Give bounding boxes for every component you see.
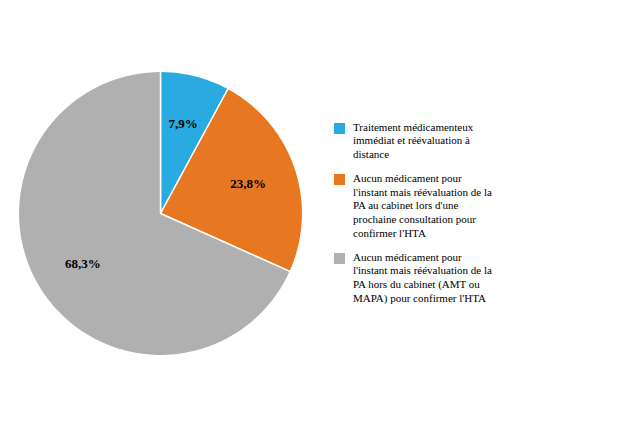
svg-text:23,8%: 23,8%: [230, 176, 266, 191]
html-text:Aucun médicament pour l'instan: Aucun médicament pour l'instant mais réé…: [353, 250, 492, 304]
html-text:Traitement médicamenteux imméd: Traitement médicamenteux immédiat et réé…: [353, 120, 474, 160]
html-text:Aucun médicament pour l'instan: Aucun médicament pour l'instant mais réé…: [353, 171, 492, 239]
svg-text:7,9%: 7,9%: [169, 116, 198, 131]
svg-text:68,3%: 68,3%: [65, 256, 101, 271]
